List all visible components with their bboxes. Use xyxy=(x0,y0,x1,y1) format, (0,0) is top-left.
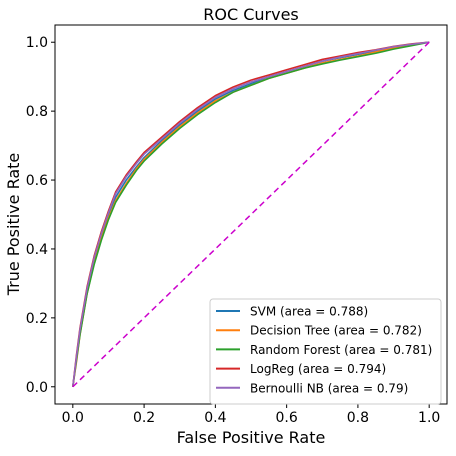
y-axis-label: True Positive Rate xyxy=(4,153,23,297)
legend-label: SVM (area = 0.788) xyxy=(250,305,368,319)
y-tick-label: 0.8 xyxy=(26,104,48,120)
reference-diagonal-line xyxy=(72,41,430,388)
y-tick-label: 0.6 xyxy=(26,173,48,189)
legend-label: Bernoulli NB (area = 0.79) xyxy=(250,381,408,395)
axes: 0.0 0.2 0.4 0.6 0.8 1.0 0.0 0.2 0.4 0.6 0.8 1.0 xyxy=(26,24,448,426)
y-tick-label: 0.2 xyxy=(26,311,48,327)
x-tick-label: 0.0 xyxy=(62,410,84,426)
x-tick-label: 0.2 xyxy=(133,410,155,426)
roc-curve-series-5 xyxy=(72,41,430,387)
legend-label: Random Forest (area = 0.781) xyxy=(250,343,432,357)
y-tick-label: 0.0 xyxy=(26,380,48,396)
x-tick-label: 1.0 xyxy=(418,410,440,426)
legend-box xyxy=(209,298,442,405)
x-tick-label: 0.6 xyxy=(276,410,298,426)
x-axis-label: False Positive Rate xyxy=(177,428,326,447)
x-tick-label: 0.4 xyxy=(204,410,226,426)
legend-label: LogReg (area = 0.794) xyxy=(250,362,386,376)
legend: SVM (area = 0.788) Decision Tree (area = … xyxy=(209,298,442,405)
roc-curve-series-3 xyxy=(72,41,430,387)
legend-label: Decision Tree (area = 0.782) xyxy=(250,324,422,338)
x-tick-label: 0.8 xyxy=(347,410,369,426)
chart-title: ROC Curves xyxy=(203,5,299,24)
plot-area xyxy=(72,41,430,388)
y-tick-label: 1.0 xyxy=(26,35,48,51)
y-tick-label: 0.4 xyxy=(26,242,48,258)
